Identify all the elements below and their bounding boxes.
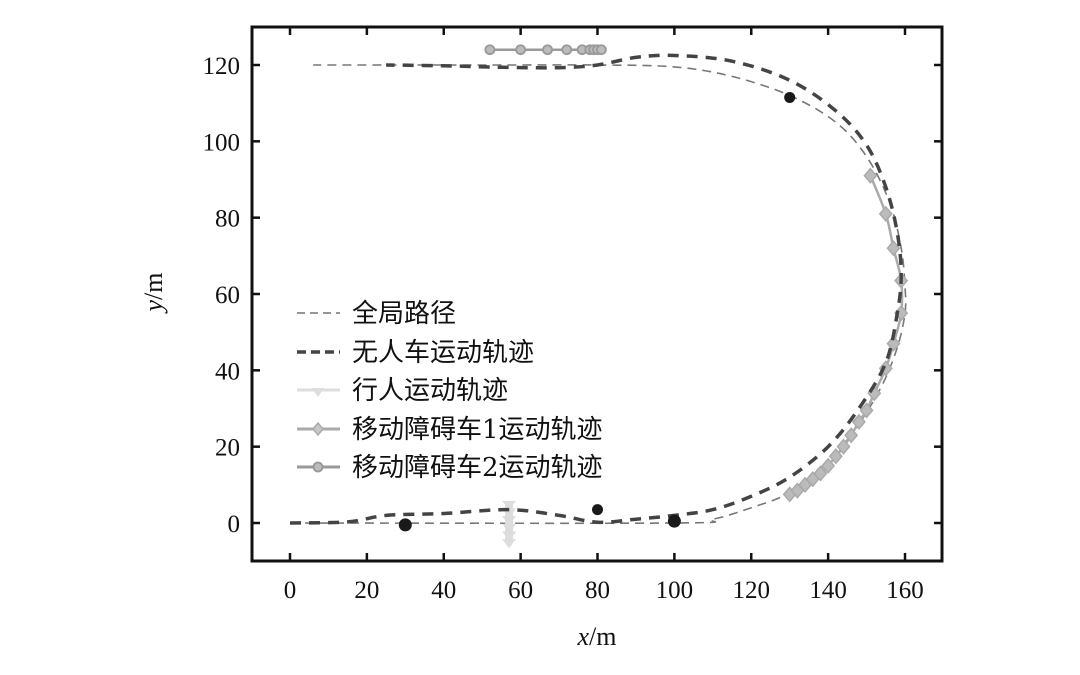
diamond-marker	[878, 360, 893, 377]
series-ego-vehicle	[289, 53, 903, 525]
x-axis-title: x/m	[577, 622, 617, 651]
static-obstacles	[398, 91, 796, 532]
x-tick-label: 60	[508, 577, 533, 604]
diamond-marker	[863, 167, 878, 184]
y-tick-label: 20	[215, 435, 240, 462]
y-tick-labels: 0 20 40 60 80 100 120	[203, 53, 241, 538]
diamond-marker	[886, 335, 901, 352]
circle-marker	[561, 44, 573, 56]
diamond-marker	[828, 448, 843, 465]
legend-item: 移动障碍车2运动轨迹	[297, 453, 603, 483]
circle-marker	[542, 44, 553, 56]
diamond-marker	[851, 413, 866, 431]
x-tick-label: 140	[809, 577, 847, 604]
static-obstacle-dot	[592, 504, 603, 516]
diamond-marker	[836, 438, 851, 455]
legend-item: 移动障碍车1运动轨迹	[297, 415, 603, 445]
circle-marker	[484, 44, 496, 56]
y-tick-label: 100	[203, 129, 241, 156]
y-axis-title: y/m	[139, 273, 168, 315]
legend-label: 行人运动轨迹	[352, 376, 508, 406]
legend-label: 移动障碍车2运动轨迹	[352, 453, 603, 483]
triangle-down-marker	[502, 523, 517, 533]
diamond-marker	[859, 402, 874, 419]
series-obstacle-car-1	[782, 167, 909, 503]
x-tick-label: 20	[354, 577, 379, 604]
x-tick-label: 160	[886, 577, 924, 604]
circle-icon	[312, 461, 324, 473]
y-tick-label: 80	[215, 206, 240, 233]
diamond-marker	[844, 427, 859, 444]
diamond-marker	[886, 240, 901, 257]
y-tick-label: 0	[228, 511, 241, 538]
diamond-icon	[312, 421, 324, 437]
static-obstacle-dot	[667, 514, 681, 528]
diamond-marker	[821, 457, 836, 474]
x-tick-label: 80	[585, 577, 610, 604]
y-tick-label: 60	[215, 282, 240, 309]
triangle-down-marker	[502, 516, 517, 526]
legend-label: 全局路径	[352, 299, 456, 329]
series-pedestrian	[502, 500, 517, 549]
circle-marker	[515, 44, 527, 56]
x-tick-label: 40	[431, 577, 456, 604]
static-obstacle-dot	[398, 518, 412, 532]
triangle-down-marker	[502, 531, 517, 541]
series-obstacle-car-2	[484, 44, 607, 56]
static-obstacle-dot	[784, 91, 796, 103]
legend-item: 行人运动轨迹	[297, 376, 508, 406]
series-global-path	[289, 64, 907, 525]
diamond-marker	[878, 205, 893, 223]
legend-label: 移动障碍车1运动轨迹	[352, 415, 603, 445]
circle-marker	[595, 44, 607, 56]
legend-item: 全局路径	[297, 299, 456, 329]
triangle-down-marker	[502, 500, 517, 510]
x-tick-labels: 0 20 40 60 80 100 120 140 160	[284, 577, 924, 604]
legend-label: 无人车运动轨迹	[352, 338, 534, 368]
y-tick-label: 40	[215, 358, 240, 385]
axis-ticks	[252, 27, 942, 561]
x-tick-label: 100	[656, 577, 694, 604]
plot-area	[289, 44, 909, 549]
triangle-down-icon	[312, 388, 324, 397]
triangle-down-marker	[502, 539, 517, 549]
x-tick-label: 120	[733, 577, 771, 604]
x-tick-label: 0	[284, 577, 297, 604]
y-tick-label: 120	[203, 53, 241, 80]
diamond-marker	[813, 465, 828, 482]
legend-item: 无人车运动轨迹	[297, 338, 534, 368]
